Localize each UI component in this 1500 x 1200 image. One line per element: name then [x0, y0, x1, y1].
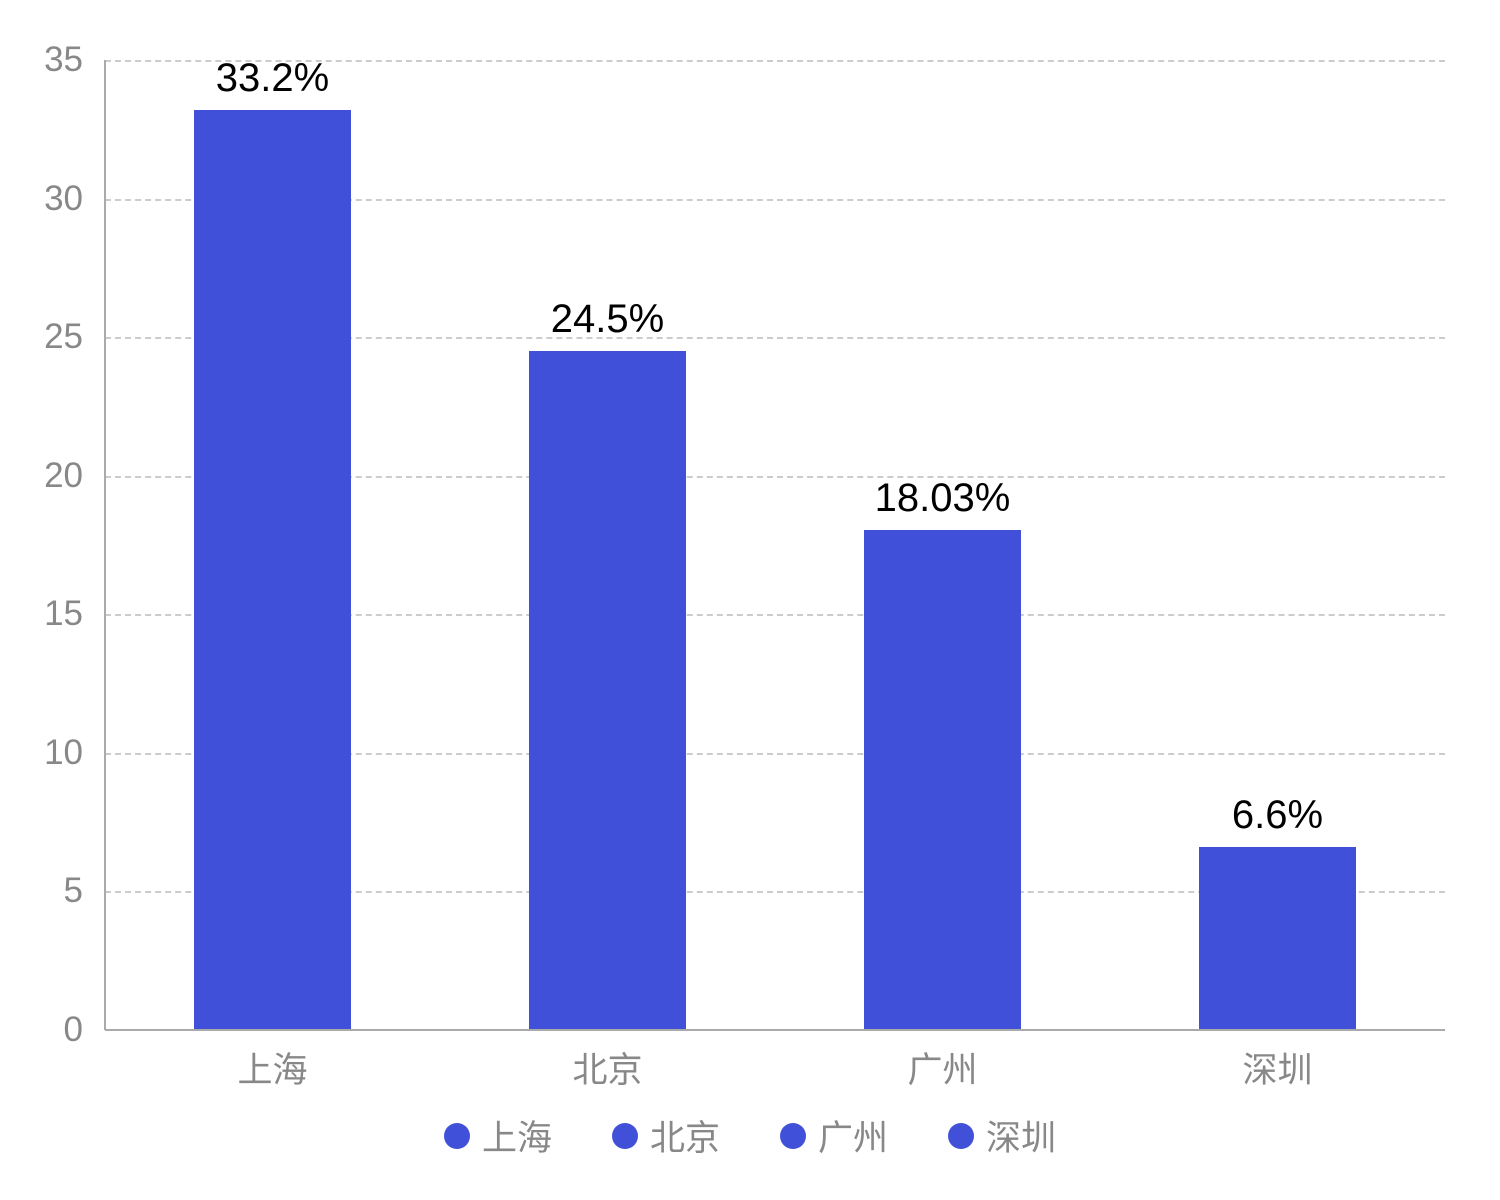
y-tick-label: 5 — [0, 871, 83, 911]
bar — [1199, 847, 1356, 1030]
bar-value-label: 24.5% — [551, 297, 664, 342]
legend: 上海 北京 广州 深圳 — [0, 1110, 1500, 1161]
plot-area — [105, 60, 1445, 1030]
legend-swatch-icon — [612, 1123, 638, 1149]
y-axis-line — [104, 60, 106, 1030]
y-tick-label: 10 — [0, 733, 83, 773]
bar-chart: 05101520253035 上海北京广州深圳 上海北京广州深圳 33.2%24… — [0, 0, 1500, 1200]
bar — [864, 530, 1021, 1030]
y-tick-label: 35 — [0, 40, 83, 80]
y-tick-label: 25 — [0, 317, 83, 357]
x-tick-label: 上海 — [237, 1042, 307, 1093]
x-tick-label: 深圳 — [1242, 1042, 1312, 1093]
legend-item: 北京 — [612, 1110, 720, 1161]
legend-item: 上海 — [444, 1110, 552, 1161]
legend-label: 上海 — [482, 1110, 552, 1161]
x-axis-line — [105, 1029, 1445, 1031]
bar — [529, 351, 686, 1030]
legend-item: 深圳 — [948, 1110, 1056, 1161]
bar — [194, 110, 351, 1030]
legend-swatch-icon — [444, 1123, 470, 1149]
x-tick-label: 北京 — [572, 1042, 642, 1093]
legend-label: 北京 — [650, 1110, 720, 1161]
legend-label: 广州 — [818, 1110, 888, 1161]
legend-swatch-icon — [780, 1123, 806, 1149]
legend-label: 深圳 — [986, 1110, 1056, 1161]
bar-value-label: 33.2% — [216, 56, 329, 101]
legend-swatch-icon — [948, 1123, 974, 1149]
bar-value-label: 18.03% — [875, 476, 1011, 521]
legend-item: 广州 — [780, 1110, 888, 1161]
y-tick-label: 15 — [0, 594, 83, 634]
x-tick-label: 广州 — [907, 1042, 977, 1093]
y-tick-label: 30 — [0, 179, 83, 219]
y-tick-label: 0 — [0, 1010, 83, 1050]
bar-value-label: 6.6% — [1232, 793, 1323, 838]
y-tick-label: 20 — [0, 456, 83, 496]
